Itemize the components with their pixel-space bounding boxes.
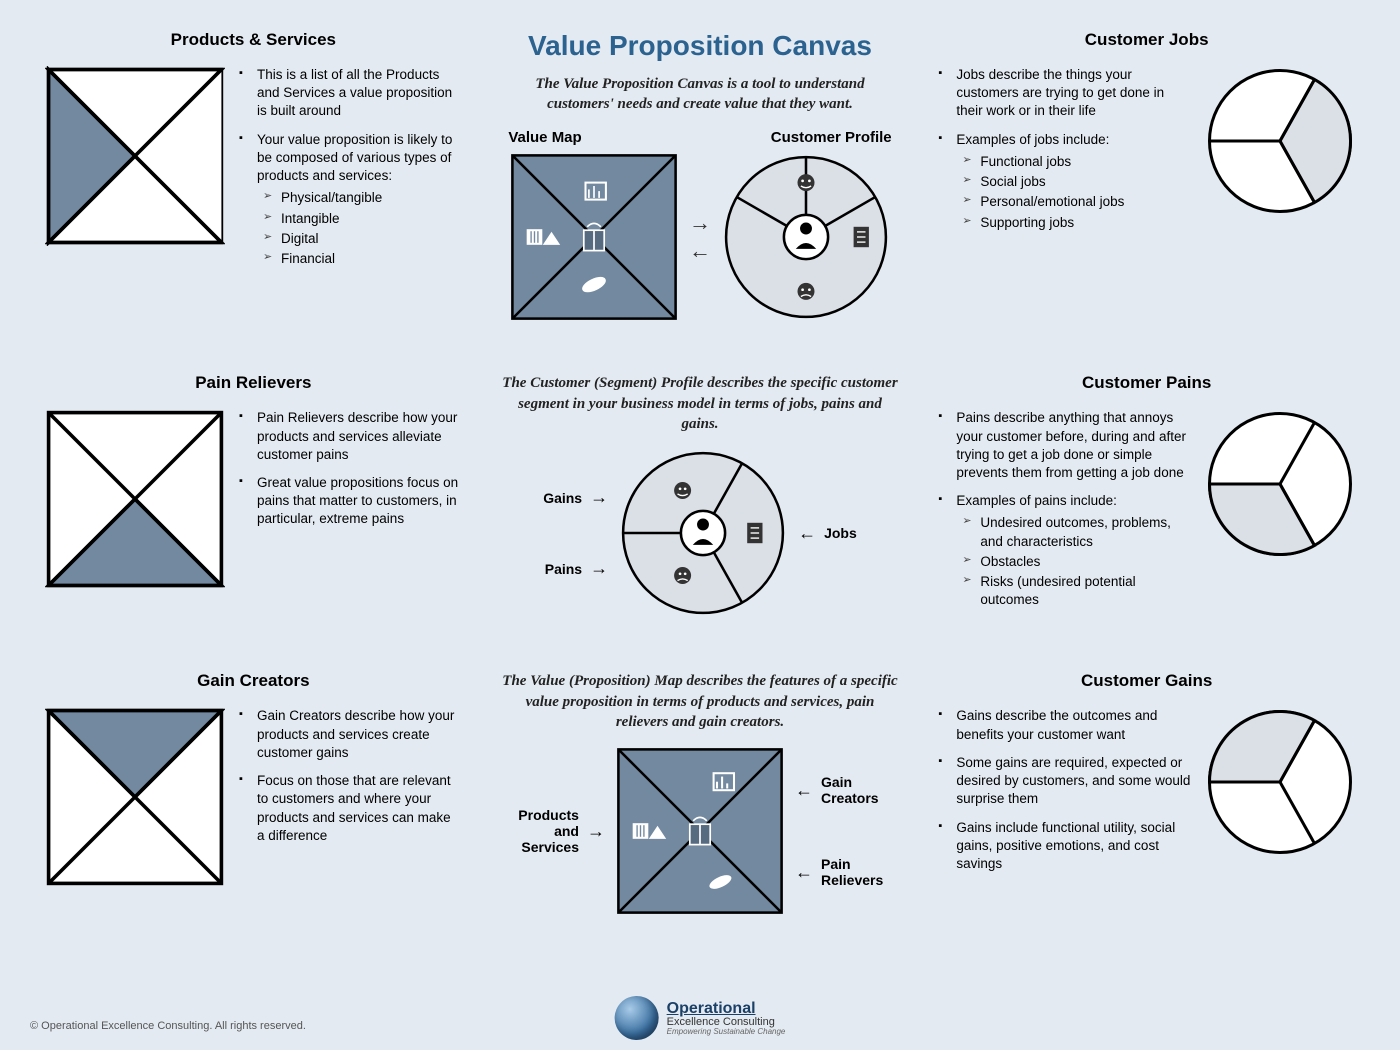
label-gain-creators: Gain Creators bbox=[821, 774, 905, 806]
intro-1: The Value Proposition Canvas is a tool t… bbox=[502, 74, 899, 115]
label-gains: Gains bbox=[543, 490, 582, 506]
cell-center-middle: The Customer (Segment) Profile describes… bbox=[477, 363, 924, 661]
sub-bullet-item: Financial bbox=[263, 250, 462, 268]
sub-bullet-item: Supporting jobs bbox=[962, 214, 1191, 232]
text-products-services: This is a list of all the Products and S… bbox=[239, 66, 462, 278]
sub-bullet-item: Intangible bbox=[263, 210, 462, 228]
sub-bullet-item: Social jobs bbox=[962, 173, 1191, 191]
thumb-square-bottom-highlight bbox=[45, 409, 225, 589]
logo: Operational Excellence Consulting Empowe… bbox=[615, 996, 786, 1040]
sub-bullet-item: Personal/emotional jobs bbox=[962, 193, 1191, 211]
fit-arrows-icon: → ← bbox=[689, 210, 711, 264]
intro-2: The Customer (Segment) Profile describes… bbox=[502, 373, 899, 434]
value-map-square bbox=[509, 152, 679, 322]
title-customer-jobs: Customer Jobs bbox=[938, 30, 1355, 50]
footer-copyright: © Operational Excellence Consulting. All… bbox=[30, 1020, 306, 1032]
cell-customer-gains: Customer Gains Gains describe the outcom… bbox=[923, 661, 1370, 958]
bullet-item: Pains describe anything that annoys your… bbox=[938, 409, 1191, 482]
diagram-labels: Value Map Customer Profile bbox=[508, 129, 891, 146]
text-customer-pains: Pains describe anything that annoys your… bbox=[938, 409, 1191, 619]
arrow-icon: → bbox=[590, 487, 608, 508]
bullet-item: Examples of jobs include:Functional jobs… bbox=[938, 131, 1191, 232]
logo-line3: Empowering Sustainable Change bbox=[667, 1028, 786, 1036]
value-map-labeled bbox=[615, 746, 785, 916]
bullet-item: Jobs describe the things your customers … bbox=[938, 66, 1191, 121]
logo-line1: Operational bbox=[667, 1001, 786, 1017]
canvas-grid: Products & Services This is a list of al… bbox=[0, 0, 1400, 1050]
cell-customer-pains: Customer Pains Pains describe anything t… bbox=[923, 363, 1370, 661]
label-value-map: Value Map bbox=[508, 129, 581, 146]
sub-bullet-item: Digital bbox=[263, 230, 462, 248]
sub-bullet-item: Risks (undesired potential outcomes bbox=[962, 573, 1191, 609]
cell-gain-creators: Gain Creators Gain Creators describe how… bbox=[30, 661, 477, 958]
diagram-row-top: → ← bbox=[492, 152, 909, 322]
thumb-square-top-highlight bbox=[45, 707, 225, 887]
text-pain-relievers: Pain Relievers describe how your product… bbox=[239, 409, 462, 538]
label-customer-profile: Customer Profile bbox=[771, 129, 892, 146]
bullet-item: Some gains are required, expected or des… bbox=[938, 754, 1191, 809]
thumb-circle-top-highlight bbox=[1205, 707, 1355, 857]
arrow-icon: ← bbox=[795, 780, 813, 801]
bullet-item: Gain Creators describe how your products… bbox=[239, 707, 462, 762]
sub-bullet-item: Functional jobs bbox=[962, 153, 1191, 171]
thumb-circle-right-highlight bbox=[1205, 66, 1355, 216]
title-pain-relievers: Pain Relievers bbox=[45, 373, 462, 393]
label-pain-relievers: Pain Relievers bbox=[821, 856, 905, 888]
cell-center-bottom: The Value (Proposition) Map describes th… bbox=[477, 661, 924, 958]
arrow-icon: ← bbox=[798, 523, 816, 544]
title-customer-gains: Customer Gains bbox=[938, 671, 1355, 691]
sub-bullet-item: Obstacles bbox=[962, 553, 1191, 571]
bullet-item: This is a list of all the Products and S… bbox=[239, 66, 462, 121]
cell-products-services: Products & Services This is a list of al… bbox=[30, 20, 477, 363]
label-jobs: Jobs bbox=[824, 525, 857, 541]
logo-globe-icon bbox=[615, 996, 659, 1040]
text-gain-creators: Gain Creators describe how your products… bbox=[239, 707, 462, 855]
arrow-icon: → bbox=[590, 558, 608, 579]
customer-profile-labeled bbox=[618, 448, 788, 618]
text-customer-gains: Gains describe the outcomes and benefits… bbox=[938, 707, 1191, 883]
cell-customer-jobs: Customer Jobs Jobs describe the things y… bbox=[923, 20, 1370, 363]
bullet-item: Gains include functional utility, social… bbox=[938, 819, 1191, 874]
logo-line2: Excellence Consulting bbox=[667, 1017, 786, 1028]
arrow-icon: ← bbox=[795, 862, 813, 883]
label-pains: Pains bbox=[545, 561, 582, 577]
title-gain-creators: Gain Creators bbox=[45, 671, 462, 691]
bullet-item: Gains describe the outcomes and benefits… bbox=[938, 707, 1191, 743]
main-title: Value Proposition Canvas bbox=[528, 30, 872, 62]
thumb-circle-bottom-highlight bbox=[1205, 409, 1355, 559]
label-products-services: Products and Services bbox=[495, 807, 579, 855]
bullet-item: Great value propositions focus on pains … bbox=[239, 474, 462, 529]
logo-text: Operational Excellence Consulting Empowe… bbox=[667, 1001, 786, 1036]
sub-bullet-item: Undesired outcomes, problems, and charac… bbox=[962, 514, 1191, 550]
arrow-icon: → bbox=[587, 821, 605, 842]
cell-center-top: Value Proposition Canvas The Value Propo… bbox=[477, 20, 924, 363]
text-customer-jobs: Jobs describe the things your customers … bbox=[938, 66, 1191, 242]
sub-bullet-item: Physical/tangible bbox=[263, 189, 462, 207]
intro-3: The Value (Proposition) Map describes th… bbox=[502, 671, 899, 732]
title-customer-pains: Customer Pains bbox=[938, 373, 1355, 393]
bullet-item: Examples of pains include:Undesired outc… bbox=[938, 492, 1191, 609]
bullet-item: Your value proposition is likely to be c… bbox=[239, 131, 462, 269]
bullet-item: Pain Relievers describe how your product… bbox=[239, 409, 462, 464]
cell-pain-relievers: Pain Relievers Pain Relievers describe h… bbox=[30, 363, 477, 661]
thumb-square-left-highlight bbox=[45, 66, 225, 246]
customer-profile-circle bbox=[721, 152, 891, 322]
title-products-services: Products & Services bbox=[45, 30, 462, 50]
bullet-item: Focus on those that are relevant to cust… bbox=[239, 772, 462, 845]
